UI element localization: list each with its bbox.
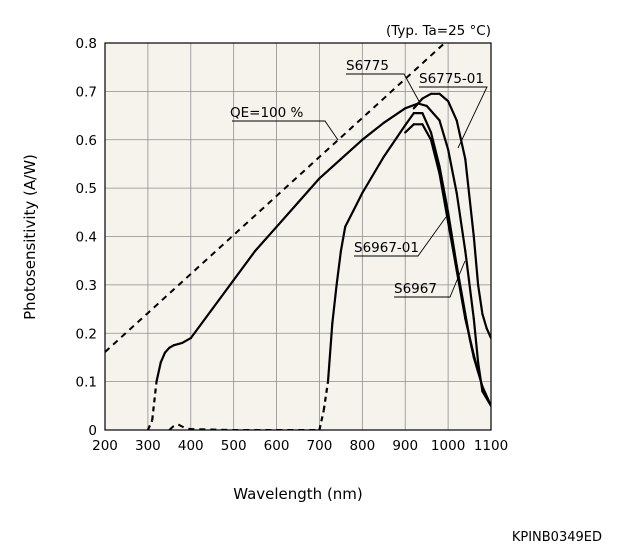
leader-s6967 [394,260,466,298]
series-s6967-segment [429,138,441,175]
document-code: KPINB0349ED [512,530,602,545]
series-s6775-segment [275,201,300,228]
series-s6775-01-segment [455,119,467,161]
x-tick-label: 200 [92,438,118,454]
series-s6775-segment [339,138,364,161]
series-s6775-01-segment [472,235,480,286]
y-tick-label: 0.7 [76,84,97,100]
series-s6775-01-segment [481,312,488,330]
series-s6967-01-segment [339,225,347,253]
x-tick-label: 600 [264,438,290,454]
y-tick-label: 0.6 [76,133,97,149]
y-tick-label: 0.1 [76,375,97,391]
series-s6967-01-segment [352,191,364,211]
series-s6967-01-segment [318,410,325,430]
leader-s6967-01 [354,216,447,257]
y-tick-labels: 0 0.1 0.2 0.3 0.4 0.5 0.6 0.7 0.8 [76,36,97,439]
series-s6775-segment [417,102,428,108]
series-s6967-01-segment [481,385,491,407]
series-dashed-baseline-line [168,423,320,430]
condition-note: (Typ. Ta=25 °C) [386,23,491,39]
label-qe100: QE=100 % [230,105,304,121]
series-s6775-01-segment [447,99,458,122]
series-s6775-segment [425,104,441,122]
series-s6967-01-segment [429,131,441,168]
x-tick-label: 400 [178,438,204,454]
series-s6967-segment [447,220,458,272]
series-s6775-01-segment [421,92,433,100]
x-tick-label: 1100 [474,438,508,454]
series-s6775-segment [211,278,235,311]
plot-frame [104,42,492,431]
series-s6967-segment [464,317,475,357]
series-s6967-01-segment [361,155,385,195]
series-s6775-segment [232,249,257,282]
series-s6775-01-segment [485,327,491,340]
leader-s6775-01 [419,86,488,149]
series-s6775-segment [382,107,407,124]
series-s6775-segment [159,351,167,364]
x-tick-labels: 200 300 400 500 600 700 800 900 1000 1100 [92,438,508,454]
series-layer [105,43,491,430]
annotation-leaders [232,73,488,298]
x-tick-label: 800 [349,438,375,454]
x-tick-label: 500 [221,438,247,454]
label-s6775-01: S6775-01 [419,71,484,87]
series-s6967-01-segment [331,283,338,325]
series-s6967-01-segment [322,381,330,411]
x-axis-label: Wavelength (nm) [233,485,363,503]
series-s6967-01-segment [326,322,334,383]
series-s6775-segment [455,191,467,253]
y-tick-label: 0 [88,423,97,439]
y-axis-label: Photosensitivity (A/W) [21,154,39,320]
y-tick-label: 0.4 [76,230,97,246]
series-s6967-01-segment [477,370,484,388]
series-s6775-segment [155,361,162,383]
series-s6775-01-segment [464,158,475,238]
y-tick-label: 0.5 [76,181,97,197]
label-s6967-01: S6967-01 [354,240,419,256]
series-s6775-01-segment [477,283,484,315]
label-s6775: S6775 [346,58,389,74]
series-s6775-segment [151,381,158,421]
series-s6775-segment [447,148,458,195]
y-tick-label: 0.3 [76,278,97,294]
leader-qe100 [232,120,339,141]
series-s6967-01-segment [344,208,355,228]
leader-s6775 [346,73,421,104]
series-s6775-segment [464,249,475,320]
x-tick-label: 700 [307,438,333,454]
series-s6775-01-segment [412,97,424,110]
series-s6967-01-segment [335,249,342,286]
series-s6775-segment [146,419,154,430]
series-s6775-segment [172,341,184,347]
y-tick-label: 0.8 [76,36,97,52]
label-s6967: S6967 [394,281,437,297]
series-s6775-segment [472,317,480,364]
series-s6775-segment [361,121,385,141]
series-s6967-01-segment [421,111,433,134]
series-s6775-segment [181,337,192,344]
series-s6967-segment [438,172,450,224]
series-s6967-01-segment [404,111,415,127]
series-s6775-segment [254,225,278,253]
series-s6775-segment [318,158,342,180]
series-s6775-segment [296,177,321,204]
series-s6967-segment [404,123,415,134]
series-s6775-segment [189,308,214,340]
x-tick-label: 300 [135,438,161,454]
series-s6775-01-segment [438,92,450,103]
series-s6967-01-segment [382,124,407,158]
y-tick-label: 0.2 [76,326,97,342]
series-s6967-segment [421,123,433,141]
x-tick-label: 1000 [431,438,465,454]
series-s6967-segment [472,353,480,373]
x-tick-label: 900 [392,438,418,454]
series-s6775-segment [438,119,450,151]
series-s6967-01-segment [438,165,450,214]
series-qe-100-line [105,43,447,353]
